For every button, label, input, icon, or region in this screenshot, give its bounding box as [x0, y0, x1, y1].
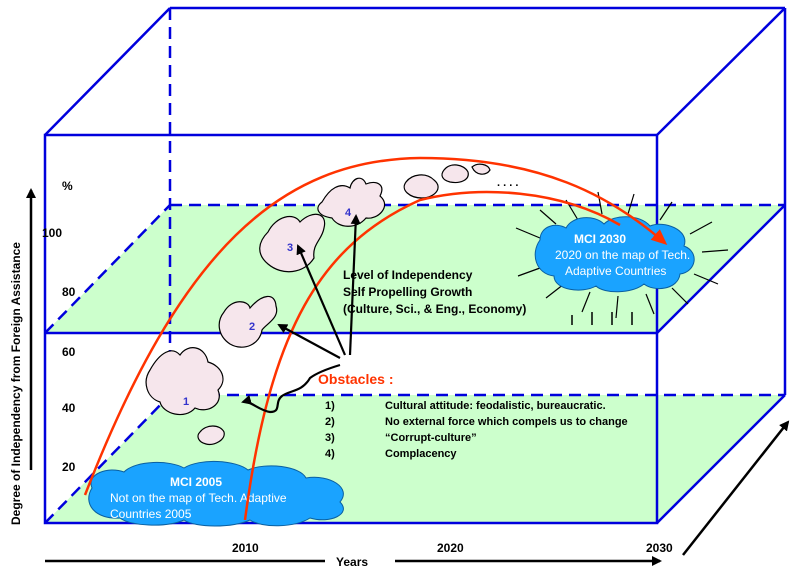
y-axis-title: Degree of Independency from Foreign Assi…: [9, 242, 23, 525]
mci-2005-line2: Countries 2005: [110, 507, 192, 521]
obstacle-2-text: No external force which compels us to ch…: [385, 416, 628, 428]
blob-7: [471, 163, 491, 175]
independency-line3: (Culture, Sci., & Eng., Economy): [343, 302, 526, 316]
blob-label-3: 3: [287, 242, 293, 254]
mci-2005-line1: Not on the map of Tech. Adaptive: [110, 491, 287, 505]
obstacle-4-num: 4): [325, 448, 335, 460]
obstacles-title: Obstacles :: [318, 371, 393, 387]
mci-2005-title: MCI 2005: [170, 475, 222, 489]
depth-axis-arrow: [682, 420, 790, 556]
blob-3: [259, 213, 326, 273]
progress-blobs: [145, 163, 491, 445]
box-frame: [43, 6, 787, 525]
blob-2: [218, 295, 278, 348]
plane-ticks: [571, 312, 633, 325]
growth-arrows: [241, 214, 361, 414]
blob-label-2: 2: [249, 321, 255, 333]
obstacle-1-num: 1): [325, 400, 335, 412]
x-tick-2020: 2020: [437, 541, 464, 555]
x-tick-2030: 2030: [646, 541, 673, 555]
mci-2030-title: MCI 2030: [574, 232, 626, 246]
y-tick-60: 60: [62, 345, 76, 359]
trajectory-curve-inner: [243, 190, 621, 521]
blob-5: [403, 174, 439, 199]
blob-label-1: 1: [183, 396, 189, 408]
y-unit: %: [62, 179, 73, 193]
ellipsis-dots: . . . .: [497, 177, 518, 189]
mci-2005-cloud: [88, 460, 344, 527]
independency-line2: Self Propelling Growth: [343, 285, 472, 299]
blob-1: [145, 347, 224, 416]
mci-2030-rays: [515, 191, 729, 319]
obstacle-4-text: Complacency: [385, 448, 457, 460]
mci-2030-line1: 2020 on the map of Tech.: [555, 248, 690, 262]
y-tick-20: 20: [62, 460, 76, 474]
obstacle-2-num: 2): [325, 416, 335, 428]
trajectory-curve-outer: [83, 156, 668, 496]
obstacle-3-num: 3): [325, 432, 335, 444]
x-tick-2010: 2010: [232, 541, 259, 555]
blob-label-4: 4: [345, 207, 352, 219]
independency-line1: Level of Independency: [343, 268, 473, 282]
blob-6: [441, 164, 469, 184]
blob-8: [197, 425, 225, 445]
y-tick-40: 40: [62, 401, 76, 415]
blob-4: [317, 177, 386, 227]
x-axis-title: Years: [336, 555, 368, 569]
y-tick-80: 80: [62, 285, 76, 299]
obstacle-1-text: Cultural attitude: feodalistic, bureaucr…: [385, 400, 606, 412]
mci-2030-line2: Adaptive Countries: [565, 264, 666, 278]
y-tick-100: 100: [42, 226, 62, 240]
obstacle-3-text: “Corrupt-culture”: [385, 432, 477, 444]
